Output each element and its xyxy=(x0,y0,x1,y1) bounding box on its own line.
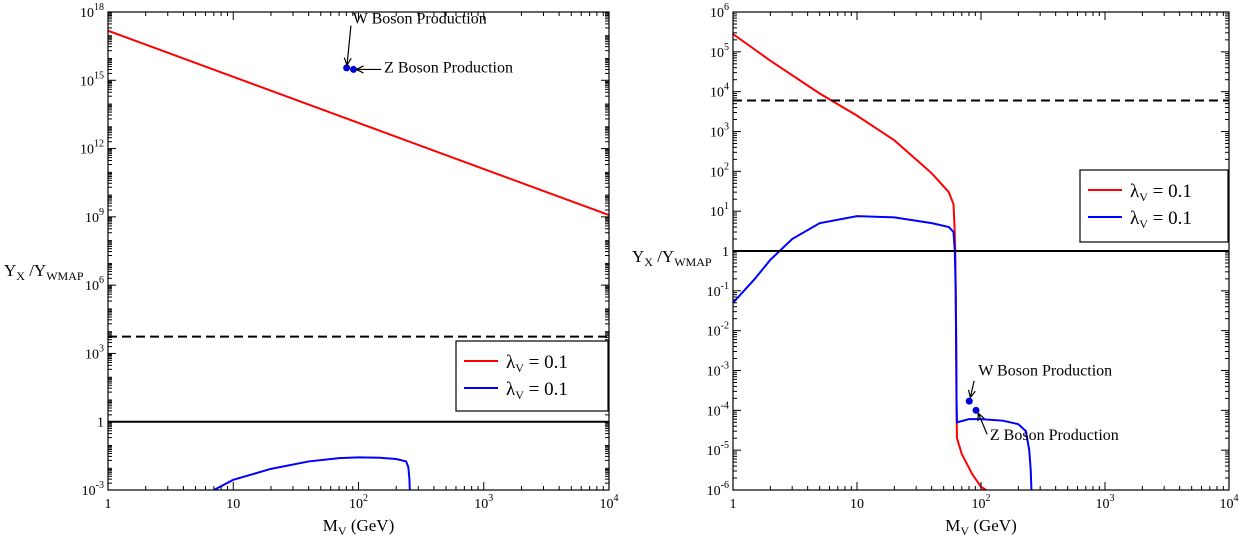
x-tick-label: 103 xyxy=(474,493,493,512)
series-line-red xyxy=(733,33,987,490)
series-line-blue xyxy=(213,456,411,490)
x-tick-label: 1 xyxy=(730,497,737,512)
data-point-marker xyxy=(349,65,357,73)
x-tick-label: 103 xyxy=(1096,493,1115,512)
annotation-label: Z Boson Production xyxy=(384,59,513,76)
series-group xyxy=(108,29,609,490)
arrow-head-icon xyxy=(356,65,364,74)
y-tick-label: 103 xyxy=(710,122,729,141)
x-tick-label: 104 xyxy=(600,493,619,512)
x-tick-label: 10 xyxy=(850,497,864,512)
y-tick-label: 101 xyxy=(710,201,729,220)
data-point-marker xyxy=(965,397,973,405)
y-tick-label: 10-2 xyxy=(707,321,729,340)
arrow-head-icon xyxy=(967,389,976,398)
y-tick-label: 10-3 xyxy=(82,480,104,499)
legend: λV = 0.1 λV = 0.1 xyxy=(1079,169,1229,243)
annotation-label: W Boson Production xyxy=(978,362,1112,379)
right-chart-panel: 1 10 102 103 104 10-6 10-5 10-4 10-3 10-2 10-1 1 101… xyxy=(632,2,1239,538)
y-tick-label: 10-3 xyxy=(707,361,729,380)
arrow-head-icon xyxy=(343,57,352,66)
x-tick-label: 104 xyxy=(1220,493,1239,512)
annotation-arrow xyxy=(977,412,988,435)
y-tick-label: 1 xyxy=(722,245,729,260)
y-tick-label: 10-4 xyxy=(707,400,729,419)
arrow-head-icon xyxy=(977,412,985,422)
y-tick-label: 106 xyxy=(85,275,104,294)
y-tick-label: 102 xyxy=(710,161,729,180)
plot-frame xyxy=(107,11,610,491)
y-tick-label: 10-5 xyxy=(707,440,729,459)
data-point-marker xyxy=(343,64,351,72)
annotation-arrow xyxy=(346,25,352,66)
left-chart-panel: 1 10 102 103 10410-31103106109101210151018MV… xyxy=(4,2,619,538)
legend-label: λV = 0.1 xyxy=(1130,181,1192,204)
legend-label: λV = 0.1 xyxy=(506,379,568,402)
y-axis-label: YX /YWMAP xyxy=(4,261,84,283)
y-tick-label: 103 xyxy=(85,343,104,362)
y-tick-label: 10-6 xyxy=(707,480,729,499)
y-tick-label: 1018 xyxy=(80,2,104,21)
x-tick-label: 1 xyxy=(105,497,112,512)
y-tick-label: 10-1 xyxy=(707,281,729,300)
y-tick-label: 106 xyxy=(710,2,729,21)
annotation-label: Z Boson Production xyxy=(990,427,1119,444)
legend-label: λV = 0.1 xyxy=(1130,208,1192,231)
y-tick-label: 105 xyxy=(710,42,729,61)
series-line-blue xyxy=(733,215,1033,490)
legend-label: λV = 0.1 xyxy=(506,352,568,375)
x-tick-label: 10 xyxy=(226,497,240,512)
data-point-marker xyxy=(972,406,980,414)
series-line-red xyxy=(108,29,609,216)
y-tick-label: 104 xyxy=(710,82,729,101)
series-group xyxy=(733,33,1229,490)
x-axis-label: MV (GeV) xyxy=(945,516,1016,538)
annotation-arrow xyxy=(969,380,975,398)
legend-box xyxy=(455,340,609,412)
y-tick-label: 1012 xyxy=(80,139,104,158)
annotation-label: W Boson Production xyxy=(353,10,487,27)
y-axis-label: YX /YWMAP xyxy=(632,247,712,269)
x-tick-label: 102 xyxy=(972,493,991,512)
legend: λV = 0.1 λV = 0.1 xyxy=(455,340,609,412)
x-axis-label: MV (GeV) xyxy=(323,516,394,538)
x-tick-label: 102 xyxy=(349,493,368,512)
y-tick-label: 1015 xyxy=(80,70,104,89)
y-tick-label: 1 xyxy=(97,416,104,431)
y-tick-label: 109 xyxy=(85,207,104,226)
legend-box xyxy=(1079,169,1229,243)
